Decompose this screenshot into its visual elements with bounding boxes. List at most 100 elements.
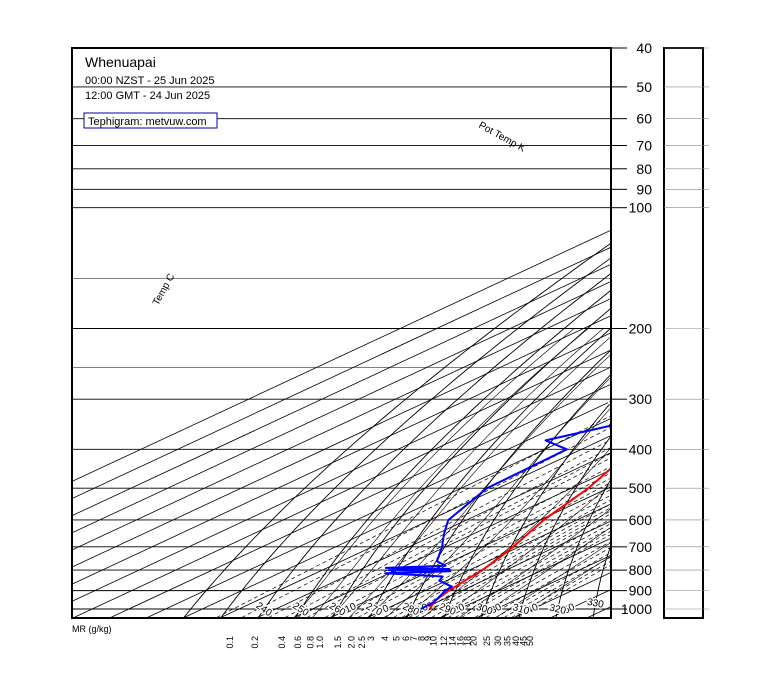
pressure-tick-label: 700 — [629, 539, 653, 555]
mixing-ratio-label: 16 — [455, 636, 465, 646]
isotherm-line — [367, 503, 611, 618]
isotherm-line — [72, 349, 611, 602]
pressure-tick-label: 400 — [629, 441, 653, 457]
mixing-ratio-line — [383, 494, 611, 618]
mixing-ratio-label: 3 — [366, 636, 376, 641]
saturated-adiabat-line — [293, 328, 575, 618]
pressure-tick-label: 600 — [629, 512, 653, 528]
mixing-ratio-line — [495, 552, 611, 618]
pressure-tick-label: 800 — [629, 562, 653, 578]
pressure-tick-label: 500 — [629, 480, 653, 496]
pressure-tick-label: 900 — [629, 583, 653, 599]
dry-adiabat-line — [183, 242, 611, 618]
mixing-ratio-label: 35 — [503, 636, 513, 646]
credit-box — [83, 112, 218, 129]
saturated-adiabat-line — [477, 526, 611, 618]
isotherm-line — [404, 520, 611, 618]
isotherm-line — [72, 315, 611, 568]
mixing-ratio-line — [474, 541, 611, 618]
saturated-adiabat-line — [459, 508, 611, 618]
mixing-ratio-label: 40 — [511, 636, 521, 646]
mixing-ratio-axis-label: MR (g/kg) — [72, 624, 112, 634]
dry-adiabat-label: 330 — [586, 597, 605, 611]
mixing-ratio-label: 0.2 — [250, 636, 260, 649]
mixing-ratio-label: 8 — [416, 636, 426, 641]
mixing-ratio-label: 9 — [423, 636, 433, 641]
pressure-tick-label: 40 — [636, 40, 652, 56]
mixing-ratio-line — [338, 472, 611, 618]
dry-adiabat-label: 320 — [548, 603, 567, 617]
mixing-ratio-line — [216, 415, 611, 618]
mixing-ratio-label: 10 — [429, 636, 439, 646]
mixing-ratio-label: 30 — [493, 636, 503, 646]
mixing-ratio-label: 2.5 — [357, 636, 367, 649]
mixing-ratio-line — [415, 510, 611, 618]
isotherm-line — [72, 332, 611, 585]
saturated-adiabat-line — [495, 542, 611, 618]
mixing-ratio-line — [431, 518, 611, 618]
isotherm-line — [72, 246, 611, 500]
mixing-ratio-line — [348, 477, 611, 618]
saturated-adiabat-line — [348, 336, 611, 618]
mixing-ratio-line — [461, 533, 611, 618]
credit-link[interactable]: Tephigram: metvuw.com — [88, 116, 207, 128]
isotherm-label: -60 — [607, 391, 625, 407]
temp-axis-label: Temp C — [151, 272, 177, 307]
dry-adiabat-line — [668, 25, 760, 618]
dry-adiabat-label: 290 — [438, 602, 458, 619]
dry-adiabat-label: 250 — [290, 601, 310, 620]
pot-temp-axis-label: Pot Temp K — [477, 120, 528, 155]
isotherm-line — [293, 469, 611, 618]
dry-adiabat-line — [555, 478, 611, 618]
isotherm-line — [72, 263, 611, 517]
mixing-ratio-label: 14 — [448, 636, 458, 646]
mixing-ratio-line — [372, 488, 611, 618]
dry-adiabat-line — [406, 349, 611, 618]
temperature-trace — [429, 467, 611, 610]
mixing-ratio-line — [408, 507, 611, 618]
pressure-tick-label: 1000 — [621, 601, 652, 617]
mixing-ratio-label: 0.4 — [277, 636, 287, 649]
mixing-ratio-label: 0.8 — [305, 636, 315, 649]
saturated-adiabat-line — [514, 555, 611, 618]
mixing-ratio-label: 1.0 — [315, 636, 325, 649]
saturated-adiabat-line — [422, 447, 611, 618]
pressure-tick-label: 90 — [636, 181, 652, 197]
isotherm-line — [72, 229, 611, 482]
dry-adiabat-label: 310 — [511, 602, 530, 617]
mixing-ratio-line — [454, 530, 611, 618]
mixing-ratio-line — [297, 452, 611, 618]
mixing-ratio-label: 7 — [409, 636, 419, 641]
pressure-tick-label: 80 — [636, 161, 652, 177]
mixing-ratio-line — [241, 426, 611, 618]
saturated-adiabat-line — [312, 328, 589, 618]
tephigram-grid — [72, 25, 760, 618]
mixing-ratio-line — [503, 556, 611, 618]
pressure-tick-label: 60 — [636, 111, 652, 127]
pressure-tick-label: 300 — [629, 391, 653, 407]
mixing-ratio-label: 50 — [525, 636, 535, 646]
isotherm-line — [587, 606, 611, 618]
wind-panel — [663, 47, 704, 619]
isotherm-label: -20 — [754, 391, 760, 407]
mixing-ratio-label: 12 — [439, 636, 449, 646]
isotherm-line — [550, 589, 611, 618]
mixing-ratio-label: 5 — [391, 636, 401, 641]
isotherm-line — [220, 435, 611, 618]
isotherm-label: -30 — [717, 391, 735, 407]
isotherm-line — [477, 554, 611, 618]
mixing-ratio-label: 45 — [518, 636, 528, 646]
dry-adiabat-line — [369, 327, 611, 618]
dry-adiabat-line — [592, 544, 611, 618]
pressure-tick-label: 200 — [629, 321, 653, 337]
isotherm-line — [72, 281, 611, 534]
dewpoint-trace — [384, 422, 611, 610]
mixing-ratio-line — [440, 523, 611, 618]
dry-adiabat-line — [518, 435, 611, 618]
dry-adiabat-line — [220, 257, 611, 618]
sounding-traces — [384, 422, 611, 610]
dry-adiabat-line — [257, 272, 611, 618]
mixing-ratio-label: 0.6 — [293, 636, 303, 649]
